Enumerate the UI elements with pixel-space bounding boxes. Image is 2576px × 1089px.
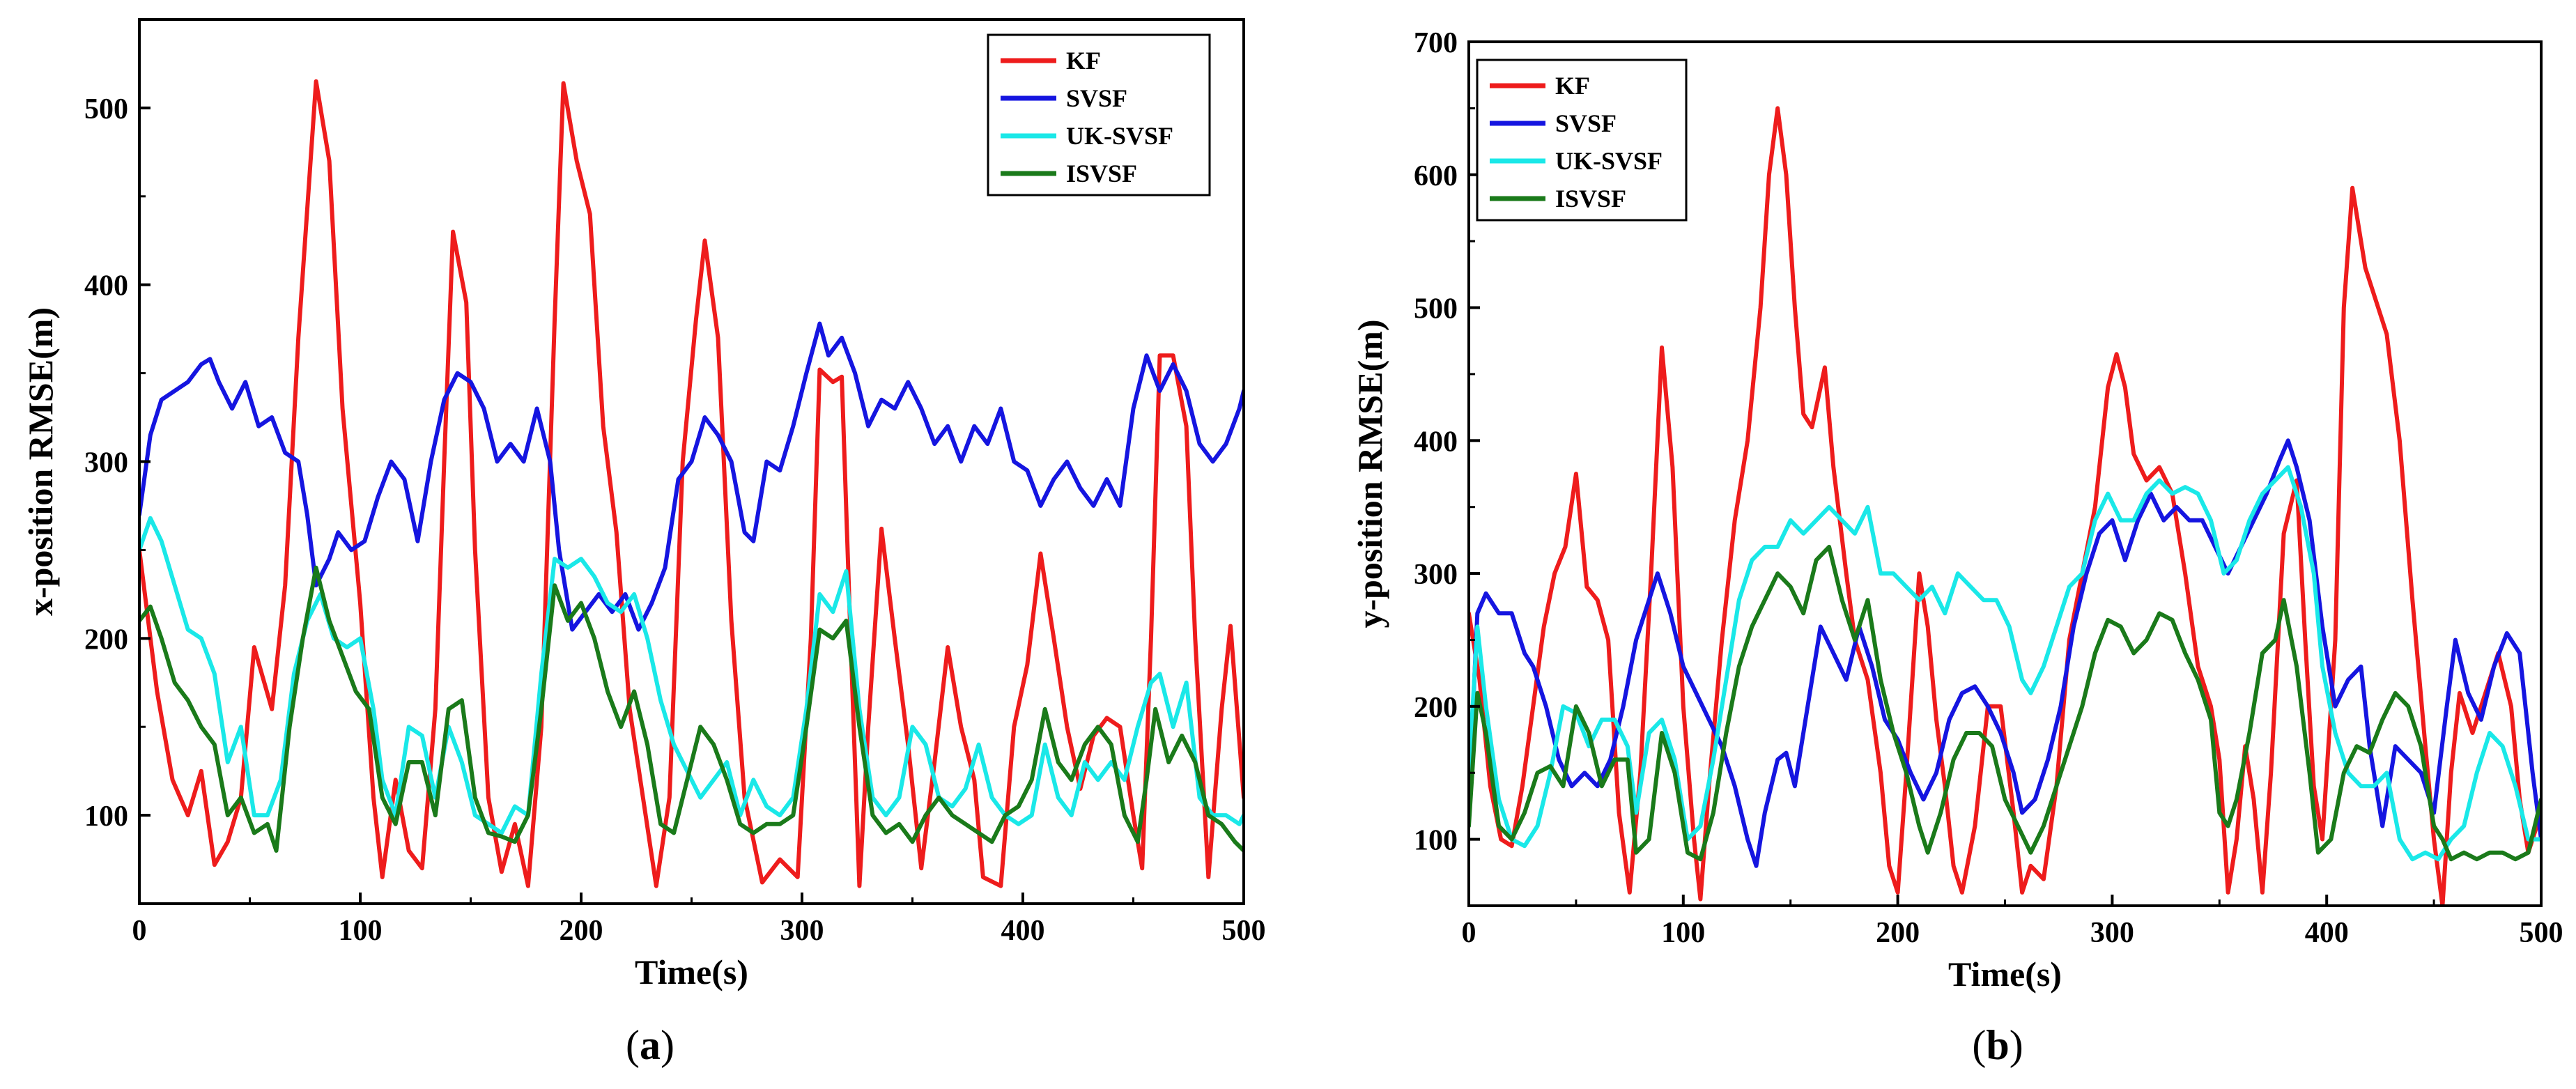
- panel-a: 0 100 200 300 400 500 100 200 300 400 500 Time(s) x-…: [21, 18, 1266, 1068]
- y-tick-label: 400: [1414, 426, 1458, 458]
- legend-label-kf: KF: [1555, 72, 1590, 100]
- x-axis-title: Time(s): [1948, 955, 2062, 994]
- series-line-svsf: [1469, 438, 2541, 868]
- x-tick-label: 500: [2520, 917, 2563, 949]
- x-tick-label: 100: [339, 915, 383, 947]
- y-tick-label: 300: [1414, 559, 1458, 591]
- y-tick-label: 100: [1414, 825, 1458, 857]
- series-line-kf: [1469, 106, 2541, 906]
- series-line-svsf: [139, 321, 1244, 632]
- series-line-uk-svsf: [139, 516, 1244, 835]
- y-axis-title: x-position RMSE(m): [21, 307, 60, 616]
- x-axis-title: Time(s): [635, 952, 748, 991]
- y-tick-label: 200: [1414, 692, 1458, 724]
- series-line-isvsf: [139, 565, 1244, 853]
- legend-label-svsf: SVSF: [1066, 84, 1127, 112]
- panel-label-open-paren: (: [626, 1022, 640, 1068]
- x-tick-label: 300: [780, 915, 824, 947]
- panel-label-close-paren: ): [2010, 1022, 2023, 1068]
- y-tick-label: 400: [84, 270, 128, 302]
- legend-label-svsf: SVSF: [1555, 109, 1617, 137]
- x-tick-label: 400: [1001, 915, 1045, 947]
- legend-label-uk-svsf: UK-SVSF: [1555, 147, 1663, 175]
- series-line-isvsf: [1469, 544, 2541, 862]
- y-tick-label: 600: [1414, 160, 1458, 192]
- series-group: [139, 79, 1244, 888]
- panel-b: 0 100 200 300 400 500 100 200 300 400 500 600 700 Tim…: [1350, 27, 2563, 1068]
- y-tick-label: 300: [84, 447, 128, 479]
- x-tick-label: 0: [1462, 917, 1476, 949]
- panel-label-letter: a: [640, 1022, 661, 1068]
- y-axis-title: y-position RMSE(m): [1350, 319, 1389, 628]
- y-tick-label: 100: [84, 801, 128, 833]
- x-tick-label: 400: [2305, 917, 2349, 949]
- y-tick-label: 500: [1414, 293, 1458, 325]
- y-tick-label: 200: [84, 624, 128, 656]
- panel-label-open-paren: (: [1972, 1022, 1986, 1068]
- legend-label-kf: KF: [1066, 47, 1101, 75]
- legend-label-isvsf: ISVSF: [1066, 160, 1137, 187]
- legend: KF SVSF UK-SVSF ISVSF: [1476, 59, 1688, 222]
- legend: KF SVSF UK-SVSF ISVSF: [987, 33, 1211, 196]
- series-line-uk-svsf: [1469, 465, 2541, 862]
- panel-label: (b): [1972, 1022, 2023, 1068]
- panel-label-letter: b: [1986, 1022, 2009, 1068]
- legend-label-uk-svsf: UK-SVSF: [1066, 122, 1173, 150]
- x-tick-label: 500: [1222, 915, 1266, 947]
- legend-label-isvsf: ISVSF: [1555, 185, 1626, 213]
- x-tick-label: 0: [132, 915, 147, 947]
- x-tick-label: 200: [560, 915, 603, 947]
- y-tick-label: 700: [1414, 27, 1458, 59]
- panel-label: (a): [626, 1022, 674, 1068]
- x-tick-label: 100: [1661, 917, 1705, 949]
- y-tick-label: 500: [84, 93, 128, 125]
- series-group: [1469, 106, 2541, 906]
- panel-label-close-paren: ): [661, 1022, 674, 1068]
- x-tick-label: 200: [1876, 917, 1920, 949]
- x-tick-label: 300: [2090, 917, 2134, 949]
